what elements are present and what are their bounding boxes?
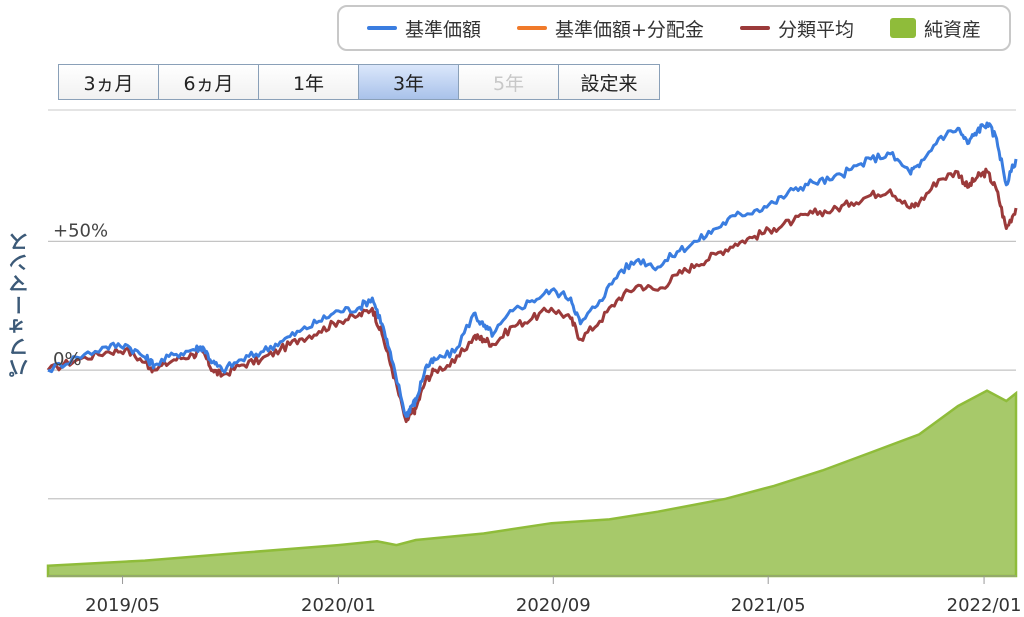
x-tick-label-2: 2020/09 (516, 595, 591, 616)
y-tick-label-1: 0% (53, 349, 82, 370)
grid-lines (48, 109, 1016, 500)
net-assets-area (46, 389, 1018, 578)
y-tick-layer: +50% 0% (53, 220, 108, 370)
range-button-1[interactable]: 6ヵ月 (159, 65, 259, 99)
net-assets-area-layer (46, 389, 1018, 578)
series-line-0 (47, 121, 1018, 418)
x-tick-label-1: 2020/01 (301, 595, 376, 616)
y-tick-label-0: +50% (53, 220, 108, 241)
range-selector: 3ヵ月 6ヵ月 1年 3年 5年 設定来 (58, 64, 660, 100)
x-tick-label-0: 2019/05 (85, 595, 160, 616)
legend-label: 基準価額 (405, 18, 482, 41)
legend-item-3[interactable]: 純資産 (889, 15, 981, 42)
range-button-5[interactable]: 設定来 (559, 65, 659, 99)
chart-legend: 基準価額 基準価額+分配金 分類平均 純資産 (337, 5, 1011, 51)
series-line-layer (46, 121, 1018, 424)
legend-swatch (739, 26, 770, 30)
range-button-4: 5年 (459, 65, 559, 99)
legend-swatch (367, 26, 397, 30)
legend-label: 基準価額+分配金 (555, 18, 704, 41)
legend-label: 純資産 (923, 18, 981, 41)
x-tick-label-4: 2022/01 (947, 595, 1022, 616)
series-line-1 (46, 167, 1018, 424)
legend-item-0[interactable]: 基準価額 (367, 15, 481, 42)
x-tick-label-3: 2021/05 (731, 595, 806, 616)
legend-item-1[interactable]: 基準価額+分配金 (517, 15, 704, 42)
range-button-2[interactable]: 1年 (259, 65, 359, 99)
legend-item-2[interactable]: 分類平均 (739, 15, 854, 42)
range-button-3[interactable]: 3年 (359, 65, 459, 99)
range-button-0[interactable]: 3ヵ月 (59, 65, 159, 99)
legend-label: 分類平均 (777, 18, 854, 41)
x-axis: 2019/05 2020/01 2020/09 2021/05 2022/01 (48, 575, 1022, 616)
legend-swatch (889, 18, 916, 38)
legend-swatch (517, 26, 548, 30)
